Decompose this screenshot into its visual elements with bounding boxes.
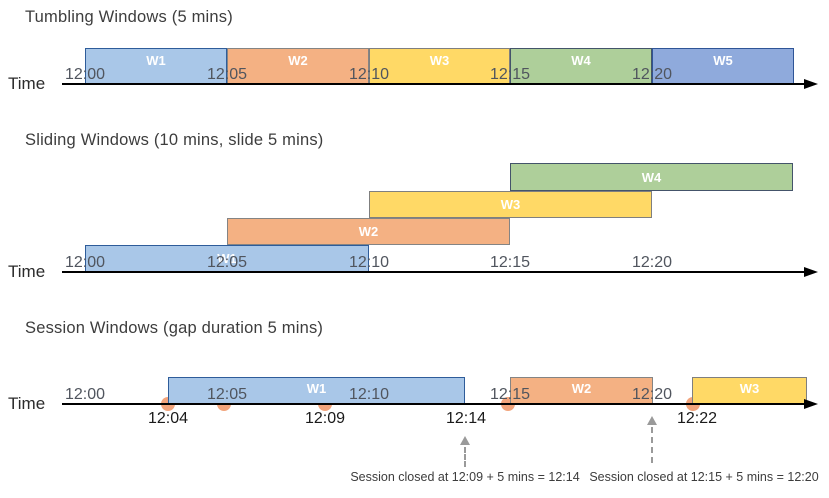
event-time-label-1204: 12:04 [147,410,189,427]
window-label: W4 [571,52,591,68]
window-label: W3 [739,381,760,396]
session-close-arrow-2-head-icon [647,416,657,425]
window-label: W1 [217,251,237,266]
session-time-axis-label: Time [8,394,46,413]
sliding-window-w2: W2 [227,218,510,245]
session-tick-1210: 12:10 [348,386,390,403]
window-label: W4 [641,169,662,185]
tumbling-time-axis [62,83,806,85]
sliding-tick-1200: 12:00 [64,254,106,271]
session-section-title: Session Windows (gap duration 5 mins) [25,319,324,337]
tumbling-window-w5: W5 [652,48,794,84]
window-label: W1 [306,381,327,396]
tumbling-section-title: Tumbling Windows (5 mins) [25,8,233,26]
tumbling-window-w4: W4 [510,48,652,84]
tumbling-tick-1210: 12:10 [348,66,390,83]
window-label: W1 [146,52,166,68]
window-label: W2 [571,381,592,396]
sliding-tick-1220: 12:20 [631,254,673,271]
tumbling-tick-1215: 12:15 [489,66,531,83]
window-label: W3 [500,197,521,212]
session-tick-1205: 12:05 [206,386,248,403]
sliding-window-w3: W3 [369,191,652,218]
session-close-arrow-1-head-icon [460,436,470,445]
event-time-label-1214: 12:14 [445,410,487,427]
window-label: W5 [713,52,733,68]
tumbling-window-w2: W2 [227,48,369,84]
tumbling-tick-1200: 12:00 [64,66,106,83]
tumbling-window-w1: W1 [85,48,227,84]
session-close-annotation-1: Session closed at 12:09 + 5 mins = 12:14 [350,470,580,484]
sliding-section-title: Sliding Windows (10 mins, slide 5 mins) [25,131,324,149]
sliding-axis-arrowhead-icon [804,267,818,277]
sliding-window-w4: W4 [510,163,793,191]
session-close-arrow-1 [464,447,466,467]
sliding-window-w1: W1 [85,245,369,272]
window-label: W2 [358,224,379,239]
window-label: W3 [429,52,450,68]
tumbling-axis-arrowhead-icon [804,79,818,89]
tumbling-window-w3: W3 [369,48,510,84]
tumbling-time-axis-label: Time [8,74,46,93]
session-tick-1215: 12:15 [489,386,531,403]
session-window-w3: W3 [692,377,807,404]
sliding-time-axis [62,271,806,273]
event-time-label-1222: 12:22 [676,410,718,427]
sliding-tick-1215: 12:15 [489,254,531,271]
session-axis-arrowhead-icon [804,399,818,409]
session-close-arrow-2 [651,427,653,463]
window-label: W2 [288,52,308,68]
tumbling-tick-1220: 12:20 [631,66,673,83]
sliding-tick-1210: 12:10 [348,254,390,271]
session-tick-1220: 12:20 [631,386,673,403]
session-tick-1200: 12:00 [64,386,106,403]
session-time-axis [62,403,806,405]
event-time-label-1209: 12:09 [304,410,346,427]
session-close-annotation-2: Session closed at 12:15 + 5 mins = 12:20 [589,470,819,484]
sliding-time-axis-label: Time [8,262,46,281]
tumbling-tick-1205: 12:05 [206,66,248,83]
sliding-tick-1205: 12:05 [206,254,248,271]
